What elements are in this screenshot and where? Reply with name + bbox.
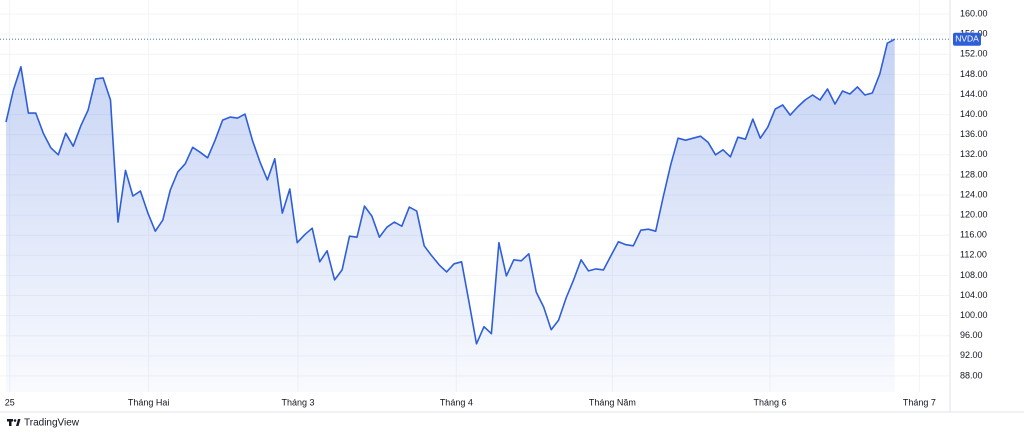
y-tick-label: 92.00 — [960, 350, 983, 360]
symbol-label: NVDA — [955, 33, 979, 43]
plot — [0, 38, 950, 392]
y-tick-label: 140.00 — [960, 109, 988, 119]
price-line — [5, 38, 896, 345]
x-tick-label: Tháng Hai — [128, 397, 170, 407]
x-tick-label: Tháng 3 — [281, 397, 314, 407]
y-tick-label: 116.00 — [960, 230, 987, 240]
x-tick-label: Tháng 4 — [440, 397, 473, 407]
logo-mark — [13, 419, 17, 422]
x-tick-label: Tháng Năm — [589, 397, 636, 407]
y-tick-label: 96.00 — [960, 330, 983, 340]
x-tick-label: 25 — [5, 397, 15, 407]
y-tick-label: 124.00 — [960, 189, 988, 199]
y-tick-label: 152.00 — [960, 49, 988, 59]
logo-mark — [9, 419, 12, 426]
y-tick-label: 88.00 — [960, 370, 983, 380]
y-tick-label: 108.00 — [960, 270, 988, 280]
axes: 88.00 92.00 96.00 100.00 104.00 108.00 112.00 1… — [5, 8, 988, 407]
y-tick-label: 132.00 — [960, 149, 988, 159]
y-tick-label: 128.00 — [960, 169, 988, 179]
area-fill — [6, 39, 895, 392]
y-tick-label: 160.00 — [960, 8, 988, 18]
logo-mark — [16, 419, 21, 426]
logo: TradingView — [7, 418, 80, 429]
y-tick-label: 100.00 — [960, 310, 988, 320]
y-tick-label: 144.00 — [960, 89, 988, 99]
x-tick-label: Tháng 6 — [753, 397, 786, 407]
y-tick-label: 112.00 — [960, 250, 987, 260]
y-tick-label: 136.00 — [960, 129, 988, 139]
symbol-badge — [953, 32, 981, 46]
x-tick-label: Tháng 7 — [903, 397, 936, 407]
y-tick-label: 148.00 — [960, 69, 988, 79]
branding: TradingView — [24, 418, 80, 429]
y-tick-label: 120.00 — [960, 209, 988, 219]
y-tick-label: 104.00 — [960, 290, 988, 300]
